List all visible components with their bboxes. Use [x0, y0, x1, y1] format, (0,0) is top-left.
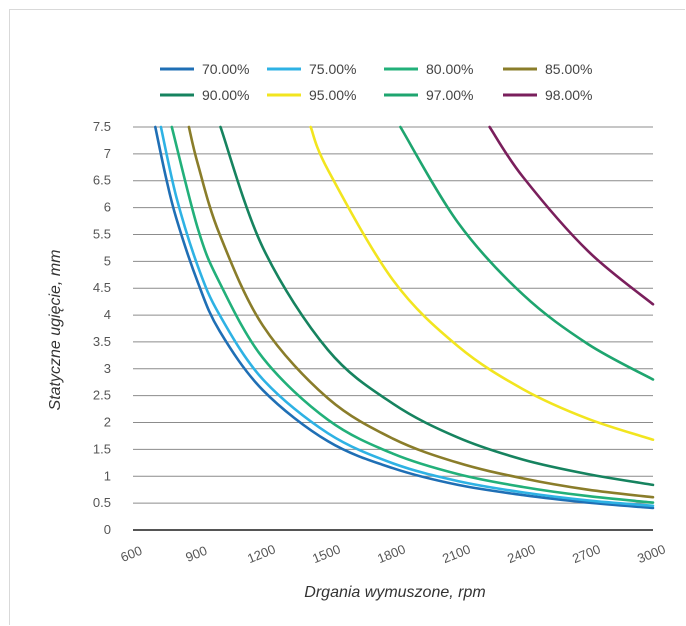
- series-line-1: [159, 125, 655, 508]
- legend-label-3: 85.00%: [545, 61, 592, 77]
- x-tick-label-7: 2700: [570, 541, 602, 566]
- y-tick-label-9: 4.5: [93, 280, 111, 295]
- x-axis-title: Drgania wymuszone, rpm: [304, 584, 485, 601]
- x-tick-label-3: 1500: [310, 541, 342, 566]
- x-tick-label-5: 2100: [440, 541, 472, 566]
- y-tick-label-13: 6.5: [93, 173, 111, 188]
- series-line-7: [488, 125, 655, 306]
- series-line-3: [187, 125, 655, 499]
- y-tick-label-8: 4: [104, 307, 111, 322]
- y-tick-label-6: 3: [104, 361, 111, 376]
- y-tick-label-3: 1.5: [93, 441, 111, 456]
- x-tick-label-0: 600: [118, 543, 144, 565]
- y-tick-label-12: 6: [104, 200, 111, 215]
- legend-label-4: 90.00%: [202, 87, 249, 103]
- legend-label-6: 97.00%: [426, 87, 473, 103]
- y-tick-label-15: 7.5: [93, 119, 111, 134]
- y-tick-label-2: 1: [104, 468, 111, 483]
- grid-layer: [133, 126, 653, 531]
- chart-frame: [9, 9, 685, 625]
- y-tick-label-14: 7: [104, 146, 111, 161]
- x-tick-label-8: 3000: [635, 541, 667, 566]
- series-line-0: [154, 125, 655, 510]
- legend-label-1: 75.00%: [309, 61, 356, 77]
- legend-label-7: 98.00%: [545, 87, 592, 103]
- series-line-4: [219, 125, 655, 487]
- legend-layer: 70.00% 75.00% 80.00% 85.00% 90.00% 95.00% 97.0…: [160, 61, 592, 103]
- x-tick-label-1: 900: [183, 543, 209, 565]
- y-tick-label-5: 2.5: [93, 388, 111, 403]
- legend-label-0: 70.00%: [202, 61, 249, 77]
- y-tick-label-7: 3.5: [93, 334, 111, 349]
- series-line-2: [170, 125, 655, 504]
- y-tick-label-11: 5.5: [93, 226, 111, 241]
- series-line-6: [399, 125, 655, 381]
- legend-label-2: 80.00%: [426, 61, 473, 77]
- series-line-5: [309, 125, 655, 441]
- y-tick-label-1: 0.5: [93, 495, 111, 510]
- series-layer: [154, 125, 655, 510]
- y-tick-label-10: 5: [104, 253, 111, 268]
- x-tick-label-4: 1800: [375, 541, 407, 566]
- legend-label-5: 95.00%: [309, 87, 356, 103]
- x-tick-label-2: 1200: [245, 541, 277, 566]
- y-tick-label-0: 0: [104, 522, 111, 537]
- x-tick-label-6: 2400: [505, 541, 537, 566]
- y-tick-label-4: 2: [104, 415, 111, 430]
- y-axis-title: Statyczne ugięcie, mm: [47, 250, 64, 411]
